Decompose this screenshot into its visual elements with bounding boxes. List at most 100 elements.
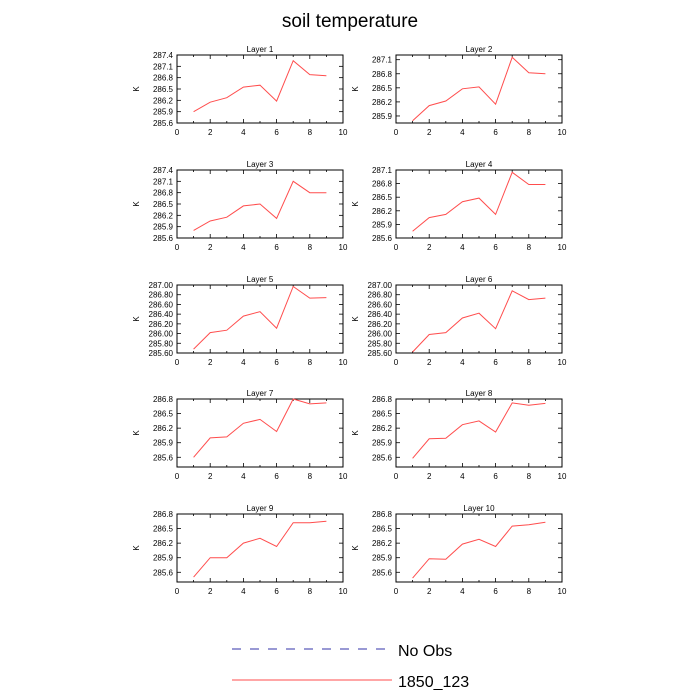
panel-layer-2: Layer 2 K 0 2 4 6 8 10 285.9 286.2 286.5 286.8 287.1 xyxy=(351,45,567,137)
y-axis-label: K xyxy=(351,545,360,551)
y-tick-label: 286.5 xyxy=(372,84,393,93)
y-axis-label: K xyxy=(132,201,141,207)
y-axis-label: K xyxy=(132,545,141,551)
x-tick-label: 6 xyxy=(493,472,498,481)
y-tick-label: 286.40 xyxy=(368,310,393,319)
plot-frame xyxy=(176,398,344,468)
series-line-1850-123 xyxy=(412,402,546,459)
y-tick-label: 285.9 xyxy=(153,223,174,232)
y-tick-label: 285.6 xyxy=(153,453,174,462)
panel-title: Layer 9 xyxy=(247,504,274,513)
panel-title: Layer 3 xyxy=(247,160,274,169)
y-tick-label: 286.8 xyxy=(372,70,393,79)
x-tick-label: 10 xyxy=(558,128,567,137)
x-tick-label: 4 xyxy=(241,587,246,596)
x-tick-label: 6 xyxy=(274,243,279,252)
panel-title: Layer 8 xyxy=(466,389,493,398)
x-tick-label: 6 xyxy=(274,472,279,481)
y-tick-label: 286.8 xyxy=(153,189,174,198)
panel-title: Layer 2 xyxy=(466,45,493,54)
y-tick-label: 286.60 xyxy=(368,300,393,309)
y-tick-label: 286.5 xyxy=(372,193,393,202)
x-tick-label: 10 xyxy=(558,243,567,252)
y-tick-label: 285.6 xyxy=(153,234,174,243)
y-tick-label: 285.9 xyxy=(153,439,174,448)
y-tick-label: 285.80 xyxy=(149,339,174,348)
panel-layer-1: Layer 1 K 0 2 4 6 8 10 285.6 285.9 286.2 286.5 286.8… xyxy=(132,45,348,137)
y-tick-label: 286.20 xyxy=(368,320,393,329)
series-line-1850-123 xyxy=(412,56,546,122)
y-tick-label: 285.6 xyxy=(372,453,393,462)
x-tick-label: 2 xyxy=(427,587,432,596)
x-tick-label: 8 xyxy=(527,358,532,367)
panel-title: Layer 10 xyxy=(463,504,495,513)
y-tick-label: 285.60 xyxy=(368,349,393,358)
x-tick-label: 6 xyxy=(493,587,498,596)
x-tick-label: 2 xyxy=(427,128,432,137)
y-tick-label: 285.9 xyxy=(372,220,393,229)
x-tick-label: 4 xyxy=(460,243,465,252)
y-tick-label: 286.8 xyxy=(372,510,393,519)
y-tick-label: 286.5 xyxy=(153,85,174,94)
x-tick-label: 8 xyxy=(308,128,313,137)
series-line-1850-123 xyxy=(193,520,327,578)
x-tick-label: 10 xyxy=(339,243,348,252)
x-tick-label: 10 xyxy=(339,358,348,367)
y-tick-label: 286.8 xyxy=(153,510,174,519)
x-tick-label: 6 xyxy=(274,587,279,596)
x-tick-label: 8 xyxy=(308,358,313,367)
x-tick-label: 8 xyxy=(527,587,532,596)
y-tick-label: 285.9 xyxy=(153,554,174,563)
y-tick-label: 286.2 xyxy=(372,539,393,548)
x-tick-label: 8 xyxy=(308,472,313,481)
y-tick-label: 286.5 xyxy=(153,525,174,534)
x-tick-label: 2 xyxy=(208,358,213,367)
y-tick-label: 287.00 xyxy=(149,281,174,290)
panel-title: Layer 4 xyxy=(466,160,493,169)
series-line-1850-123 xyxy=(193,398,327,458)
x-tick-label: 4 xyxy=(460,128,465,137)
y-tick-label: 285.9 xyxy=(372,439,393,448)
x-tick-label: 0 xyxy=(394,472,399,481)
x-tick-label: 10 xyxy=(558,358,567,367)
y-tick-label: 286.00 xyxy=(368,330,393,339)
x-tick-label: 2 xyxy=(427,358,432,367)
x-tick-label: 10 xyxy=(558,472,567,481)
y-tick-label: 286.5 xyxy=(153,200,174,209)
y-tick-label: 285.80 xyxy=(368,339,393,348)
y-tick-label: 286.8 xyxy=(372,180,393,189)
panel-layer-6: Layer 6K0 2 4 6 8 10285.60285.80286.00286.202… xyxy=(351,275,567,367)
x-tick-label: 4 xyxy=(460,587,465,596)
legend-label-1850-123: 1850_123 xyxy=(398,674,469,691)
y-tick-label: 286.40 xyxy=(149,310,174,319)
x-tick-label: 8 xyxy=(308,587,313,596)
plot-frame xyxy=(176,284,344,354)
y-tick-label: 285.9 xyxy=(372,112,393,121)
y-tick-label: 286.80 xyxy=(368,291,393,300)
plot-frame xyxy=(176,54,344,124)
y-tick-label: 286.2 xyxy=(372,424,393,433)
x-tick-label: 4 xyxy=(241,128,246,137)
series-line-1850-123 xyxy=(412,290,546,353)
x-tick-label: 4 xyxy=(460,358,465,367)
x-tick-label: 0 xyxy=(175,243,180,252)
y-tick-label: 285.9 xyxy=(153,108,174,117)
y-tick-label: 287.1 xyxy=(372,56,393,65)
x-tick-label: 0 xyxy=(394,243,399,252)
panel-layer-7: Layer 7 K 0 2 4 6 8 10 285.6 285.9 286.2 286.5 286.8 xyxy=(132,389,348,481)
y-axis-label: K xyxy=(351,430,360,436)
y-axis-label: K xyxy=(351,201,360,207)
y-tick-label: 286.5 xyxy=(372,410,393,419)
legend: No Obs 1850_123 xyxy=(232,643,469,691)
y-tick-label: 286.00 xyxy=(149,330,174,339)
x-tick-label: 10 xyxy=(339,128,348,137)
x-tick-label: 2 xyxy=(208,128,213,137)
panel-title: Layer 1 xyxy=(247,45,274,54)
x-tick-label: 2 xyxy=(427,243,432,252)
panel-layer-4: Layer 4 K 0 2 4 6 8 10 285.6 285.9 286.2 286.5 286.8… xyxy=(351,160,567,252)
x-tick-label: 8 xyxy=(527,243,532,252)
series-line-1850-123 xyxy=(193,59,327,113)
x-tick-label: 4 xyxy=(460,472,465,481)
y-tick-label: 286.8 xyxy=(372,395,393,404)
y-tick-label: 287.1 xyxy=(153,177,174,186)
